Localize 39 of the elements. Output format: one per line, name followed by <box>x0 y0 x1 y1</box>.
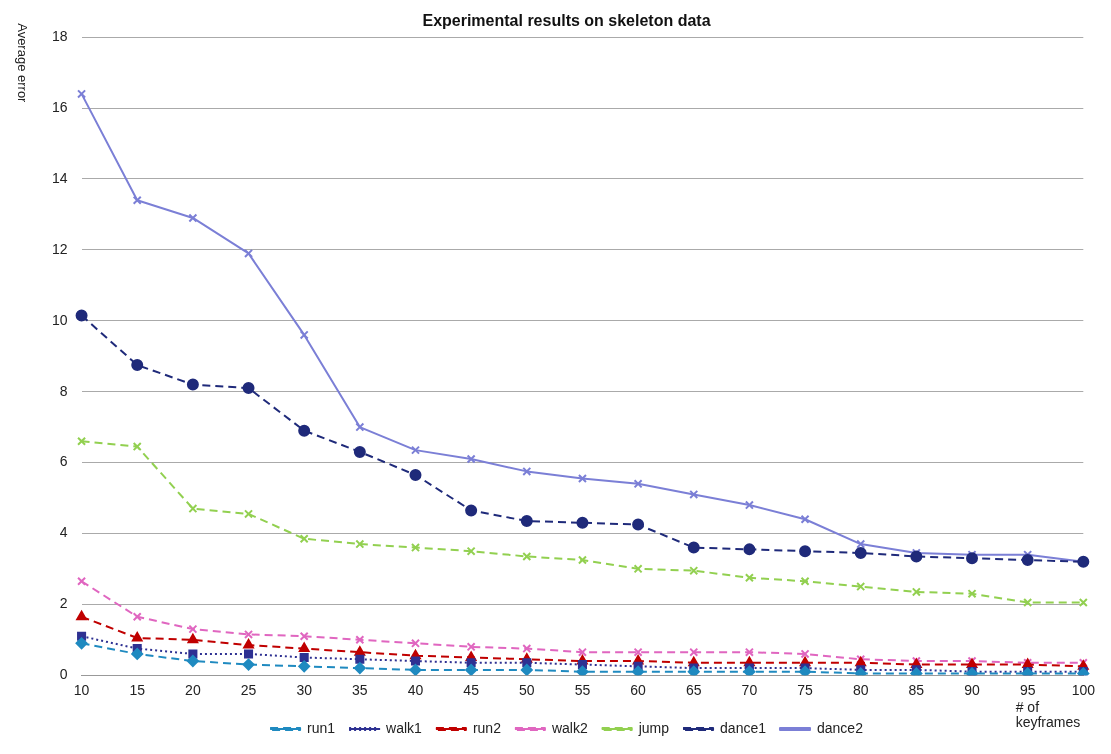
x-tick-label: 75 <box>797 682 814 699</box>
y-axis-title: Average error <box>15 23 31 104</box>
legend-label: jump <box>637 719 670 736</box>
legend-label: walk1 <box>385 719 423 736</box>
y-tick-label: 6 <box>59 453 68 470</box>
legend-label: run2 <box>472 719 502 736</box>
x-tick-label: 100 <box>1071 682 1096 699</box>
x-tick-label: 85 <box>908 682 925 699</box>
y-tick-label: 2 <box>59 595 68 612</box>
legend-label: run1 <box>307 719 336 736</box>
y-tick-label: 14 <box>51 169 68 186</box>
y-tick-label: 0 <box>59 666 68 683</box>
x-tick-label: 25 <box>240 682 257 699</box>
y-tick-label: 18 <box>51 28 68 45</box>
y-tick-label: 4 <box>59 524 68 541</box>
x-tick-label: 65 <box>685 682 702 699</box>
x-tick-label: 15 <box>129 682 146 699</box>
x-tick-label: 20 <box>185 682 201 699</box>
legend-label: dance2 <box>816 719 864 736</box>
x-tick-label: 60 <box>630 682 647 699</box>
x-tick-label: 10 <box>73 682 90 699</box>
x-tick-label: 90 <box>964 682 981 699</box>
x-tick-label: 50 <box>519 682 535 699</box>
x-tick-label: 80 <box>852 682 869 699</box>
x-tick-label: 40 <box>407 682 424 699</box>
chart-title: Experimental results on skeleton data <box>422 12 711 30</box>
x-tick-label: 95 <box>1019 682 1036 699</box>
legend-label: dance1 <box>720 719 767 736</box>
x-axis-title: # of keyframes <box>1015 699 1081 731</box>
y-tick-label: 12 <box>51 240 68 257</box>
x-tick-label: 30 <box>296 682 313 699</box>
x-tick-label: 55 <box>574 682 591 699</box>
y-tick-label: 8 <box>59 382 68 399</box>
x-tick-label: 70 <box>741 682 758 699</box>
x-tick-label: 35 <box>352 682 368 699</box>
y-tick-label: 16 <box>51 98 68 115</box>
y-tick-label: 10 <box>51 311 68 328</box>
x-tick-label: 45 <box>463 682 480 699</box>
legend-label: walk2 <box>550 719 588 736</box>
